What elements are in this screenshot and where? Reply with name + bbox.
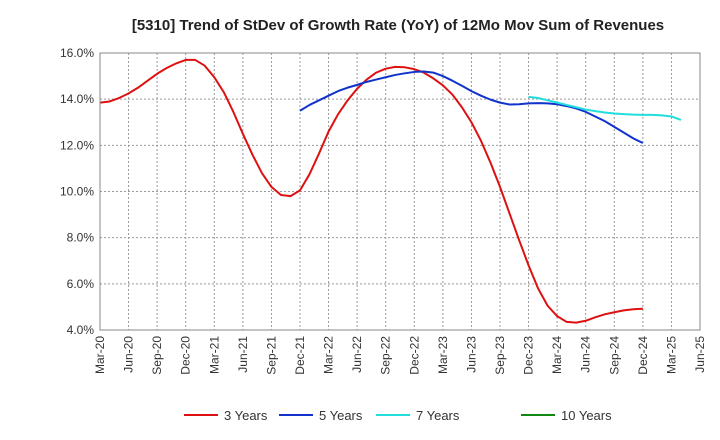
x-tick-label: Mar-24 — [550, 336, 564, 374]
y-tick-label: 14.0% — [60, 92, 94, 106]
x-tick-label: Dec-23 — [522, 336, 536, 375]
x-tick-label: Jun-23 — [464, 336, 478, 373]
x-tick-label: Sep-21 — [264, 336, 278, 375]
x-tick-label: Mar-22 — [322, 336, 336, 374]
legend-label-7-years: 7 Years — [416, 408, 460, 423]
x-tick-label: Jun-24 — [579, 336, 593, 373]
legend-label-5-years: 5 Years — [319, 408, 363, 423]
x-tick-label: Dec-24 — [636, 336, 650, 375]
y-axis-ticks: 4.0% 6.0% 8.0% 10.0% 12.0% 14.0% 16.0% — [60, 46, 94, 337]
legend-label-10-years: 10 Years — [561, 408, 612, 423]
legend: 3 Years 5 Years 7 Years 10 Years — [184, 408, 612, 423]
grid — [99, 52, 701, 331]
y-tick-label: 12.0% — [60, 138, 94, 152]
x-tick-label: Sep-20 — [150, 336, 164, 375]
y-tick-label: 16.0% — [60, 46, 94, 60]
x-tick-label: Jun-20 — [122, 336, 136, 373]
x-tick-label: Sep-22 — [379, 336, 393, 375]
x-tick-label: Sep-24 — [607, 336, 621, 375]
series-line-7-years — [528, 95, 682, 121]
series-line-5-years — [299, 70, 644, 144]
series-line-3-years — [99, 58, 643, 324]
chart-title: [5310] Trend of StDev of Growth Rate (Yo… — [132, 17, 664, 34]
x-tick-label: Jun-21 — [236, 336, 250, 373]
y-tick-label: 10.0% — [60, 185, 94, 199]
y-tick-label: 8.0% — [67, 231, 95, 245]
x-tick-label: Mar-20 — [93, 336, 107, 374]
y-tick-label: 6.0% — [67, 277, 95, 291]
x-axis-ticks: Mar-20 Jun-20 Sep-20 Dec-20 Mar-21 Jun-21 Sep-… — [93, 336, 707, 375]
series-lines — [99, 58, 682, 324]
x-tick-label: Mar-25 — [664, 336, 678, 374]
x-tick-label: Mar-21 — [207, 336, 221, 374]
x-tick-label: Dec-20 — [179, 336, 193, 375]
x-tick-label: Jun-25 — [693, 336, 707, 373]
y-tick-label: 4.0% — [67, 323, 95, 337]
x-tick-label: Dec-22 — [407, 336, 421, 375]
x-tick-label: Dec-21 — [293, 336, 307, 375]
x-tick-label: Sep-23 — [493, 336, 507, 375]
x-tick-label: Mar-23 — [436, 336, 450, 374]
x-tick-label: Jun-22 — [350, 336, 364, 373]
legend-label-3-years: 3 Years — [224, 408, 268, 423]
plot-area-frame — [99, 52, 701, 331]
